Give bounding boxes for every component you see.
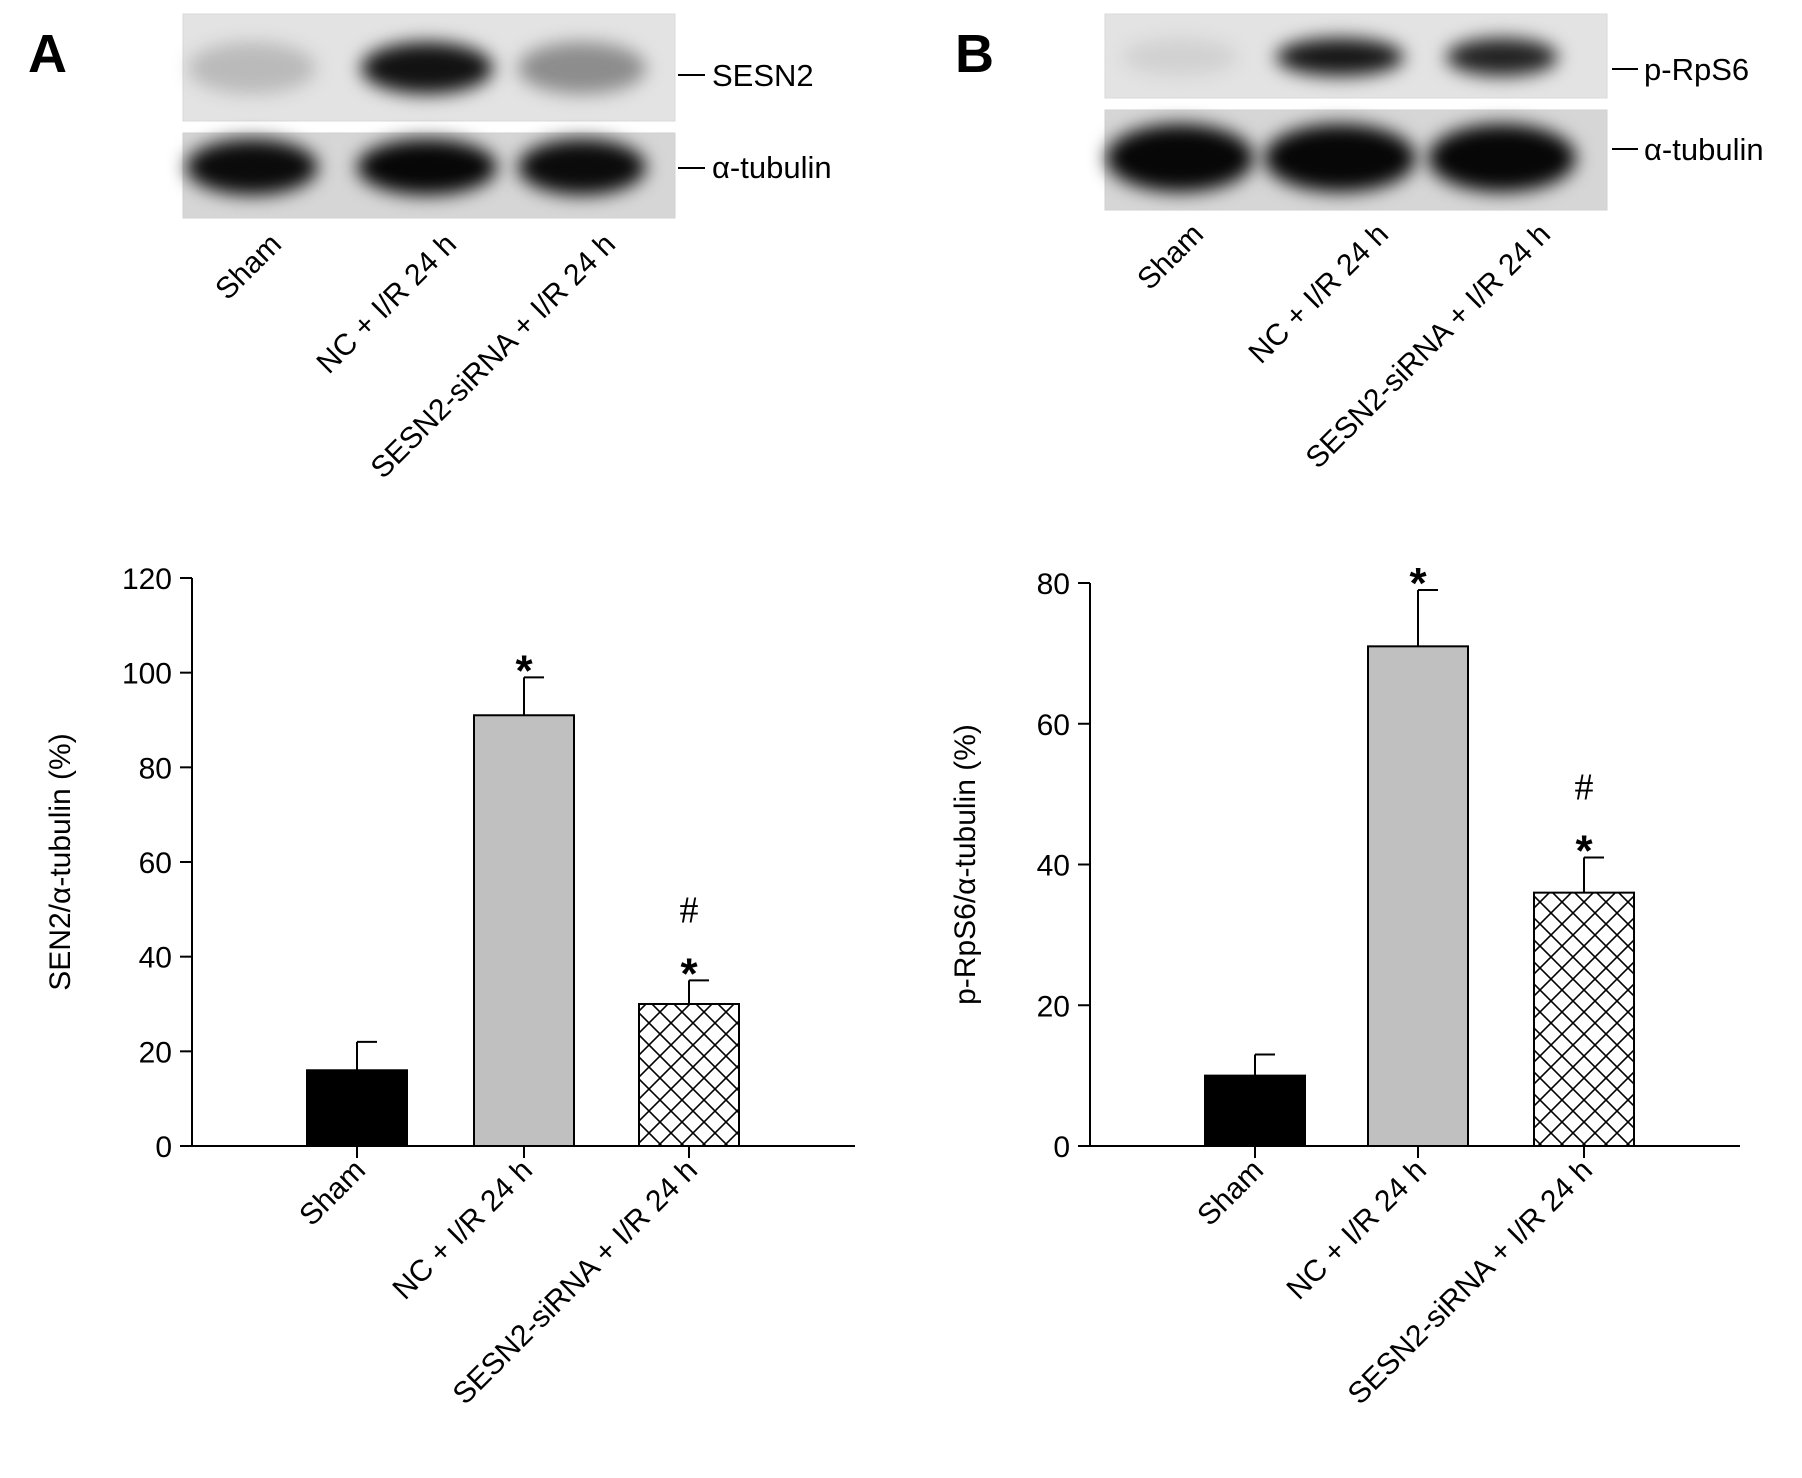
- x-tick-label-2: NC + I/R 24 h: [387, 1154, 539, 1306]
- y-tick-label: 120: [122, 563, 172, 596]
- blot-a-lane-label-nc: NC + I/R 24 h: [311, 228, 463, 380]
- y-tick-label: 40: [139, 942, 172, 975]
- y-tick-label: 20: [1037, 990, 1070, 1023]
- significance-star: *: [1409, 559, 1427, 608]
- blot-band-lane-2: [1264, 124, 1416, 192]
- significance-star: *: [1575, 826, 1593, 875]
- bar-3: [1533, 891, 1635, 1148]
- blot-b-tubulin-bands: [1106, 124, 1576, 192]
- bar-2: [1367, 645, 1469, 1148]
- blot-a-lane-labels: Sham NC + I/R 24 h SESN2-siRNA + I/R 24 …: [209, 228, 622, 485]
- y-tick-label: 40: [1037, 850, 1070, 883]
- y-tick-label: 0: [1053, 1131, 1070, 1164]
- chart-b: 0 20 40 60 80 p-RpS6/α-tubulin (%) Sham NC + I/…: [949, 559, 1740, 1411]
- y-axis-title: p-RpS6/α-tubulin (%): [949, 724, 982, 1005]
- significance-hash: #: [1575, 766, 1594, 808]
- chart-a: 0 20 40 60 80 100 120 SEN2/α-tubulin (%) Sham NC …: [44, 563, 855, 1411]
- bar-1: [1204, 1074, 1306, 1147]
- blot-b: p-RpS6 α-tubulin: [1104, 13, 1764, 211]
- blot-band-lane-3: [1446, 38, 1558, 76]
- blot-b-rps6-bands: [1122, 38, 1558, 76]
- y-tick-label: 60: [139, 847, 172, 880]
- bar-2: [473, 714, 575, 1147]
- blot-a-sesn2-bands: [188, 42, 646, 94]
- blot-a-tubulin-bands: [186, 139, 646, 195]
- x-tick-label-1: Sham: [293, 1154, 372, 1233]
- panel-letter-a: A: [28, 24, 67, 84]
- blot-a-sesn2-label: SESN2: [712, 58, 814, 93]
- blot-band-lane-1: [188, 42, 316, 94]
- blot-band-lane-1: [186, 139, 318, 195]
- blot-a: SESN2 α-tubulin: [182, 13, 832, 219]
- blot-b-lane-label-nc: NC + I/R 24 h: [1243, 218, 1395, 370]
- blot-band-lane-2: [1276, 38, 1404, 76]
- x-tick-label-1: Sham: [1191, 1154, 1270, 1233]
- blot-b-rps6-label: p-RpS6: [1644, 52, 1749, 87]
- blot-a-tubulin-label: α-tubulin: [712, 150, 832, 185]
- x-tick-label-2: NC + I/R 24 h: [1281, 1154, 1433, 1306]
- significance-hash: #: [680, 889, 699, 931]
- blot-band-lane-2: [361, 42, 493, 94]
- y-tick-label: 80: [139, 752, 172, 785]
- y-tick-label: 60: [1037, 709, 1070, 742]
- y-tick-label: 20: [139, 1036, 172, 1069]
- y-axis-title: SEN2/α-tubulin (%): [44, 733, 77, 990]
- blot-band-lane-3: [1428, 124, 1576, 192]
- blot-band-lane-2: [357, 139, 497, 195]
- panel-a: A SESN2 α-tubulin Sham NC + I/R 24 h SES…: [28, 13, 855, 1411]
- blot-b-tubulin-label: α-tubulin: [1644, 132, 1764, 167]
- bar-1: [306, 1069, 408, 1148]
- blot-band-lane-3: [518, 42, 646, 94]
- panel-letter-b: B: [955, 24, 994, 84]
- blot-b-lane-labels: Sham NC + I/R 24 h SESN2-siRNA + I/R 24 …: [1131, 218, 1557, 475]
- blot-band-lane-1: [1106, 124, 1254, 192]
- bar-3: [638, 1003, 740, 1147]
- blot-b-lane-label-sham: Sham: [1131, 218, 1210, 297]
- y-tick-label: 80: [1037, 568, 1070, 601]
- blot-band-lane-1: [1122, 38, 1238, 76]
- blot-band-lane-3: [518, 139, 646, 195]
- significance-star: *: [680, 949, 698, 998]
- blot-a-lane-label-sham: Sham: [209, 228, 288, 307]
- panel-b: B p-RpS6 α-tubulin Sham NC + I/R 24 h SE…: [949, 13, 1764, 1411]
- y-tick-label: 100: [122, 658, 172, 691]
- y-tick-label: 0: [155, 1131, 172, 1164]
- significance-star: *: [515, 646, 533, 695]
